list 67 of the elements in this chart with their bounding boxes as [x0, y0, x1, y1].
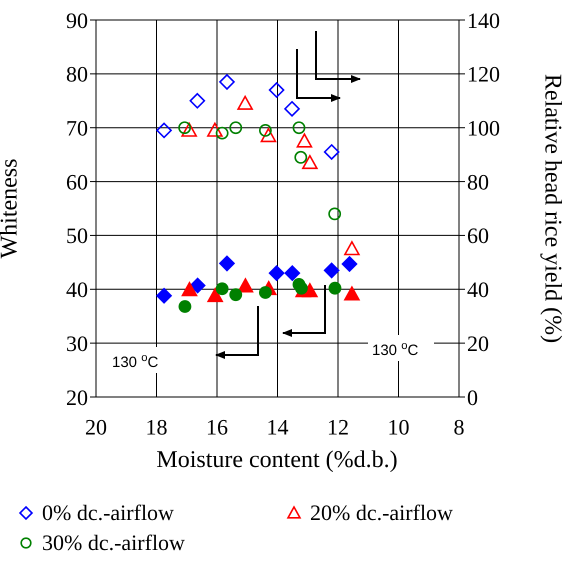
- point: [190, 92, 206, 109]
- y-axis-title: Whiteness: [0, 158, 23, 258]
- point: [229, 121, 242, 134]
- y-tick-label: 80: [66, 62, 88, 87]
- y2-tick-label: 60: [467, 223, 489, 248]
- point: [344, 241, 360, 256]
- point: [328, 207, 342, 220]
- point: [190, 278, 206, 294]
- y-tick-label: 70: [66, 116, 88, 141]
- point: [216, 282, 229, 296]
- legend-label: 0% dc.-airflow: [42, 500, 174, 526]
- x-tick-label: 20: [85, 414, 107, 440]
- point: [302, 154, 318, 170]
- point: [302, 283, 318, 298]
- point: [238, 278, 254, 292]
- y2-tick-label: 40: [467, 277, 489, 302]
- x-tick-label: 10: [388, 414, 410, 440]
- point: [219, 74, 235, 90]
- point: [294, 150, 308, 164]
- x-axis-title: Moisture content (%d.b.): [156, 447, 398, 473]
- x-tick-label: 8: [454, 414, 464, 440]
- x-tick-label: 12: [327, 414, 349, 440]
- point: [181, 122, 197, 137]
- legend-label: 30% dc.-airflow: [42, 530, 185, 556]
- point: [292, 121, 306, 134]
- y-tick-label: 60: [66, 169, 88, 194]
- point: [344, 286, 360, 301]
- annotation: 130 $^{o}$C: [112, 352, 158, 371]
- point: [237, 96, 253, 110]
- point: [156, 288, 172, 304]
- y-tick-label: 90: [66, 8, 88, 33]
- point: [260, 128, 276, 142]
- point: [284, 101, 300, 117]
- point: [229, 288, 242, 302]
- point: [268, 82, 284, 98]
- point: [216, 126, 229, 140]
- y2-tick-label: 20: [467, 330, 489, 356]
- y-tick-label: 50: [66, 223, 88, 248]
- point: [182, 282, 198, 296]
- y-tick-label: 40: [66, 277, 88, 302]
- point: [328, 282, 342, 295]
- annotation: 130 $^{o}$C: [372, 340, 418, 359]
- y2-tick-label: 120: [467, 62, 500, 87]
- point: [296, 133, 312, 148]
- y2-tick-label: 100: [467, 116, 500, 141]
- y2-tick-label: 80: [467, 169, 489, 194]
- point: [219, 256, 235, 272]
- point: [156, 122, 172, 138]
- y2-tick-label: 0: [467, 384, 478, 410]
- point: [284, 265, 300, 281]
- point: [268, 265, 284, 281]
- point: [324, 144, 340, 160]
- x-tick-label: 16: [206, 414, 228, 440]
- point: [207, 288, 223, 302]
- y2-axis-title: Relative head rice yield (%): [539, 74, 562, 344]
- point: [259, 286, 272, 299]
- point: [178, 300, 192, 313]
- point: [342, 256, 358, 272]
- y2-tick-label: 140: [467, 8, 500, 33]
- x-tick-label: 14: [266, 414, 288, 440]
- point: [207, 122, 223, 137]
- point: [294, 282, 308, 295]
- point: [324, 262, 340, 278]
- x-tick-label: 18: [146, 414, 168, 440]
- legend-label: 20% dc.-airflow: [310, 500, 453, 526]
- y-tick-label: 30: [66, 330, 88, 356]
- y-tick-label: 20: [66, 384, 88, 410]
